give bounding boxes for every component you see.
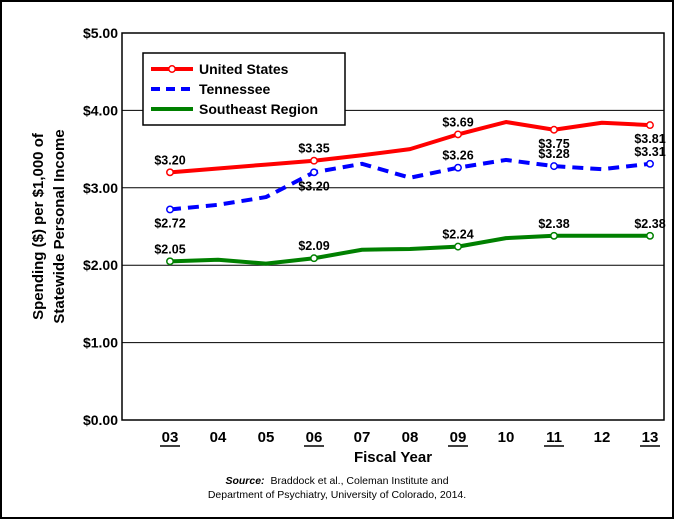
tennessee-marker xyxy=(550,162,558,171)
legend-label-united-states: United States xyxy=(199,61,289,77)
x-axis-title: Fiscal Year xyxy=(354,449,432,466)
source-note: Source: Braddock et al., Coleman Institut… xyxy=(0,474,674,502)
x-tick-label: 05 xyxy=(258,429,275,446)
x-tick-label: 10 xyxy=(498,429,515,446)
tennessee-data-label: $3.26 xyxy=(442,149,473,163)
legend-label-southeast-region: Southeast Region xyxy=(199,101,318,117)
x-tick-label: 04 xyxy=(210,429,227,446)
x-tick-label: 09 xyxy=(450,429,467,446)
tennessee-data-label: $2.72 xyxy=(154,216,185,230)
southeast-region-data-label: $2.24 xyxy=(442,228,473,242)
united-states-data-label: $3.20 xyxy=(154,153,185,167)
x-tick-label: 03 xyxy=(162,429,179,446)
source-label: Source: xyxy=(225,475,265,487)
legend-marker-united-states xyxy=(168,65,176,73)
tennessee-data-label: $3.31 xyxy=(634,145,665,159)
source-line-2: Department of Psychiatry, University of … xyxy=(207,489,467,501)
united-states-marker xyxy=(550,125,558,134)
x-tick-label: 11 xyxy=(546,429,562,446)
y-tick-label: $5.00 xyxy=(83,25,118,41)
legend-label-tennessee: Tennessee xyxy=(199,81,271,97)
united-states-marker xyxy=(646,121,654,130)
x-tick-label: 12 xyxy=(594,429,611,446)
southeast-region-line xyxy=(169,233,650,266)
x-tick-label: 13 xyxy=(642,429,659,446)
southeast-region-data-label: $2.09 xyxy=(298,239,329,253)
united-states-data-label: $3.35 xyxy=(298,142,329,156)
source-line-1: Braddock et al., Coleman Institute and xyxy=(270,475,449,487)
tennessee-data-label: $3.28 xyxy=(538,147,569,161)
y-tick-label: $3.00 xyxy=(83,180,118,196)
southeast-region-data-label: $2.05 xyxy=(154,242,185,256)
y-tick-label: $2.00 xyxy=(83,257,118,273)
southeast-region-marker xyxy=(454,242,462,251)
southeast-region-marker xyxy=(550,231,558,240)
y-axis-title-line-2: Statewide Personal Income xyxy=(51,129,68,323)
united-states-marker xyxy=(166,168,174,177)
y-tick-label: $1.00 xyxy=(83,335,118,351)
tennessee-marker xyxy=(166,205,174,214)
y-tick-label: $4.00 xyxy=(83,102,118,118)
united-states-line xyxy=(169,120,651,175)
tennessee-line xyxy=(169,157,651,212)
tennessee-marker xyxy=(454,163,462,172)
southeast-region-data-label: $2.38 xyxy=(538,217,569,231)
southeast-region-marker xyxy=(646,231,654,240)
tennessee-marker xyxy=(646,159,654,168)
united-states-marker xyxy=(310,156,318,165)
united-states-data-label: $3.75 xyxy=(538,137,569,151)
x-tick-label: 07 xyxy=(354,429,371,446)
legend-box xyxy=(142,52,346,126)
united-states-data-label: $3.81 xyxy=(634,132,665,146)
x-tick-label: 06 xyxy=(306,429,323,446)
southeast-region-marker xyxy=(166,257,174,266)
southeast-region-data-label: $2.38 xyxy=(634,217,665,231)
united-states-marker xyxy=(454,130,462,139)
united-states-data-label: $3.69 xyxy=(442,115,473,129)
y-tick-label: $0.00 xyxy=(83,412,118,428)
x-tick-label: 08 xyxy=(402,429,419,446)
tennessee-marker xyxy=(310,168,318,177)
tennessee-data-label: $3.20 xyxy=(298,179,329,193)
southeast-region-marker xyxy=(310,254,318,263)
y-axis-title-line-1: Spending ($) per $1,000 of xyxy=(30,132,47,320)
